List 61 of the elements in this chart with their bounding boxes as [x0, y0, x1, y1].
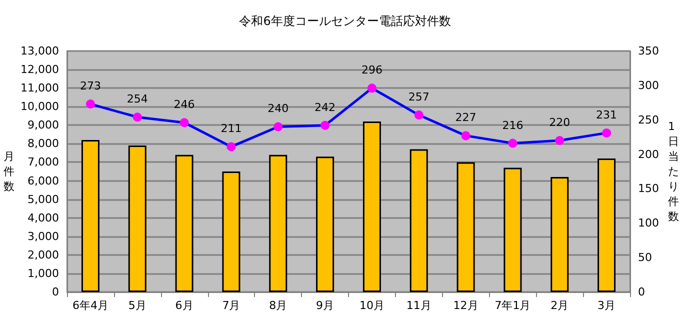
data-label: 254: [126, 92, 148, 106]
bar: [128, 146, 146, 292]
data-label: 273: [80, 80, 101, 93]
bar: [456, 162, 475, 292]
y-tick-label: 0: [52, 286, 59, 298]
bar: [362, 121, 381, 292]
bar: [550, 177, 569, 292]
y-tick-label: 10,000: [20, 100, 59, 114]
y-tick-label: 11,000: [20, 82, 59, 95]
data-label: 257: [408, 90, 430, 104]
y-tick-label: 13,000: [20, 44, 59, 58]
y-tick-label: 8,000: [28, 137, 59, 150]
chart-title: 令和6年度コールセンター電話応対件数: [239, 14, 451, 28]
bar: [175, 154, 194, 292]
y-tick-label: 1,000: [28, 266, 59, 280]
y-tick-label: 9,000: [28, 118, 59, 132]
y-tick-label: 12,000: [20, 63, 59, 76]
bar: [269, 154, 288, 292]
y-tick-label: 7,000: [28, 156, 59, 169]
y2-tick-label: 300: [638, 78, 659, 92]
bar: [316, 156, 334, 292]
bar: [598, 158, 616, 292]
x-tick-label: 11月: [406, 299, 432, 312]
y2-tick-label: 100: [638, 216, 659, 230]
x-tick-label: 10月: [359, 299, 384, 312]
bar: [504, 168, 522, 292]
x-tick-label: 7月: [222, 299, 240, 312]
y-tick-label: 4,000: [28, 211, 59, 224]
data-label: 296: [361, 64, 382, 77]
y2-tick-label: 350: [638, 44, 659, 58]
y-tick-label: 6,000: [28, 174, 59, 188]
y2-tick-label: 250: [638, 113, 659, 126]
data-label: 246: [174, 98, 195, 112]
x-tick-label: 3月: [598, 299, 616, 312]
x-tick-label: 2月: [550, 299, 569, 312]
bar: [81, 140, 100, 292]
y2-tick-label: 0: [638, 286, 645, 298]
data-label: 242: [314, 100, 336, 114]
y2-tick-label: 200: [638, 148, 659, 161]
x-tick-label: 6年4月: [72, 299, 108, 312]
data-label: 240: [268, 102, 289, 116]
x-tick-label: 5月: [128, 299, 146, 312]
y2-axis-title: 1日当たり件数: [668, 120, 679, 223]
y-tick-label: 3,000: [28, 230, 59, 243]
x-tick-label: 8月: [269, 299, 288, 312]
y-axis-title: 月件数: [4, 150, 15, 193]
y-tick-label: 2,000: [28, 248, 59, 262]
data-label: 211: [220, 122, 242, 136]
data-label: 227: [455, 111, 476, 124]
y2-tick-label: 50: [638, 251, 652, 264]
x-tick-label: 12月: [453, 299, 478, 312]
x-tick-label: 7年1月: [494, 299, 531, 312]
y-tick-label: 5,000: [28, 192, 59, 206]
x-tick-label: 9月: [316, 299, 334, 312]
bar: [410, 149, 428, 292]
bar: [222, 172, 240, 292]
data-label: 220: [549, 116, 570, 130]
x-tick-label: 6月: [175, 299, 194, 312]
data-label: 231: [596, 108, 618, 122]
data-label: 216: [502, 118, 524, 132]
y2-tick-label: 150: [638, 182, 659, 196]
